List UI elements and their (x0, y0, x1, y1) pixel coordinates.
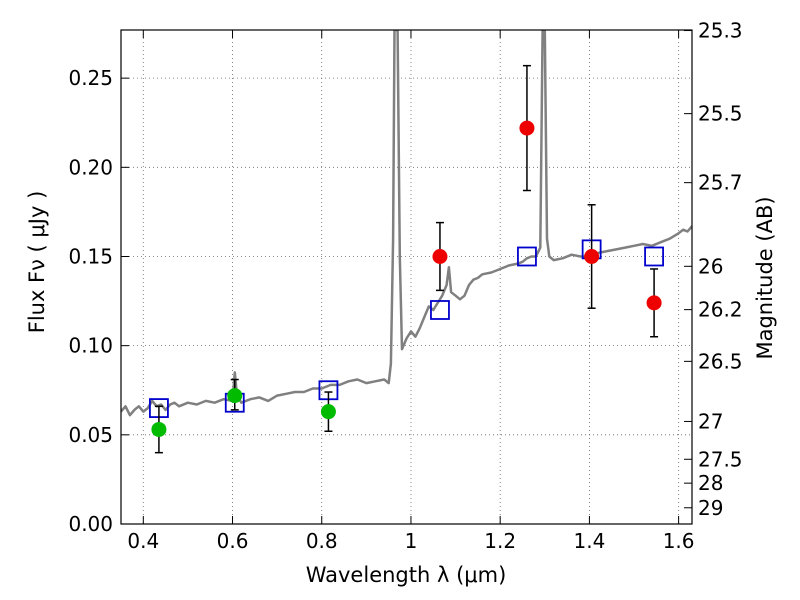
right-tick-label: 29 (698, 496, 723, 520)
x-tick-label: 0.6 (217, 529, 249, 553)
data-point (432, 248, 448, 264)
right-axis-title: Magnitude (AB) (753, 196, 777, 359)
right-tick-label: 25.3 (698, 19, 743, 43)
right-tick-label: 26 (698, 254, 723, 278)
right-tick-label: 25.5 (698, 102, 743, 126)
data-point (227, 388, 243, 404)
right-tick-label: 26.2 (698, 298, 743, 322)
model-square-marker (430, 300, 450, 320)
y-axis-title: Flux Fν ( μJy ) (25, 191, 49, 334)
data-point (151, 421, 167, 437)
y-tick-label: 0.15 (68, 244, 113, 268)
y-tick-label: 0.00 (68, 512, 113, 536)
right-tick-label: 27 (698, 409, 723, 433)
data-point (519, 120, 535, 136)
right-tick-label: 27.5 (698, 447, 743, 471)
x-tick-label: 0.4 (127, 529, 159, 553)
data-point (320, 404, 336, 420)
y-tick-label: 0.05 (68, 423, 113, 447)
grid (121, 30, 692, 525)
data-point (584, 248, 600, 264)
model-square-marker (517, 246, 537, 267)
y-tick-label: 0.25 (68, 66, 113, 90)
axis-ticks: 0.4 0.6 0.8 1 1.2 1.4 1.6 0.00 0.05 0.10 0.15 0.20 0… (68, 19, 742, 553)
plot-area (121, 30, 692, 454)
y-tick-label: 0.10 (68, 334, 113, 358)
plot-frame (120, 29, 693, 525)
right-tick-label: 26.5 (698, 349, 743, 373)
x-tick-label: 1 (405, 529, 418, 553)
x-tick-label: 0.8 (306, 529, 338, 553)
spectrum-line (121, 30, 692, 417)
data-point (646, 295, 662, 311)
x-axis-title: Wavelength λ (μm) (306, 563, 507, 587)
y-tick-label: 0.20 (68, 155, 113, 179)
model-square-marker (644, 246, 664, 267)
x-tick-label: 1.4 (573, 529, 605, 553)
right-tick-label: 25.7 (698, 171, 743, 195)
x-tick-label: 1.6 (663, 529, 695, 553)
x-tick-label: 1.2 (484, 529, 516, 553)
right-tick-label: 28 (698, 471, 723, 495)
